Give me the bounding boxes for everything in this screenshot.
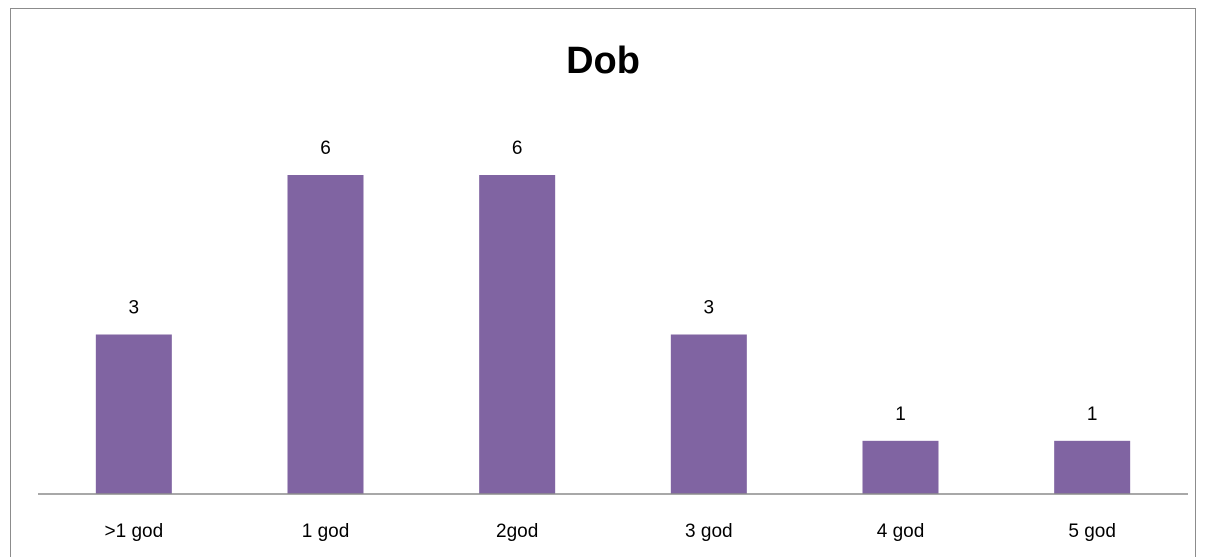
data-label-4: 1 xyxy=(895,404,906,425)
data-label-3: 3 xyxy=(704,298,715,319)
x-tick-label-2: 2god xyxy=(496,521,538,542)
x-tick-label-1: 1 god xyxy=(302,521,350,542)
x-tick-label-3: 3 god xyxy=(685,521,733,542)
bar-2 xyxy=(479,175,556,494)
chart-frame xyxy=(10,8,1196,557)
data-label-2: 6 xyxy=(512,138,523,159)
data-label-1: 6 xyxy=(320,138,331,159)
x-tick-labels-group: >1 god 1 god 2god 3 god 4 god 5 god xyxy=(105,521,1116,542)
x-tick-label-4: 4 god xyxy=(877,521,925,542)
bar-3 xyxy=(670,334,747,494)
chart-title: Dob xyxy=(566,40,640,82)
bar-0 xyxy=(95,334,172,494)
bar-5 xyxy=(1054,440,1131,494)
data-labels-group: 3 6 6 3 1 1 xyxy=(129,138,1098,425)
bar-1 xyxy=(287,175,364,494)
x-tick-label-0: >1 god xyxy=(105,521,164,542)
data-label-0: 3 xyxy=(129,298,140,319)
bar-4 xyxy=(862,440,939,494)
bars-group xyxy=(95,175,1131,494)
data-label-5: 1 xyxy=(1087,404,1098,425)
x-tick-label-5: 5 god xyxy=(1068,521,1116,542)
